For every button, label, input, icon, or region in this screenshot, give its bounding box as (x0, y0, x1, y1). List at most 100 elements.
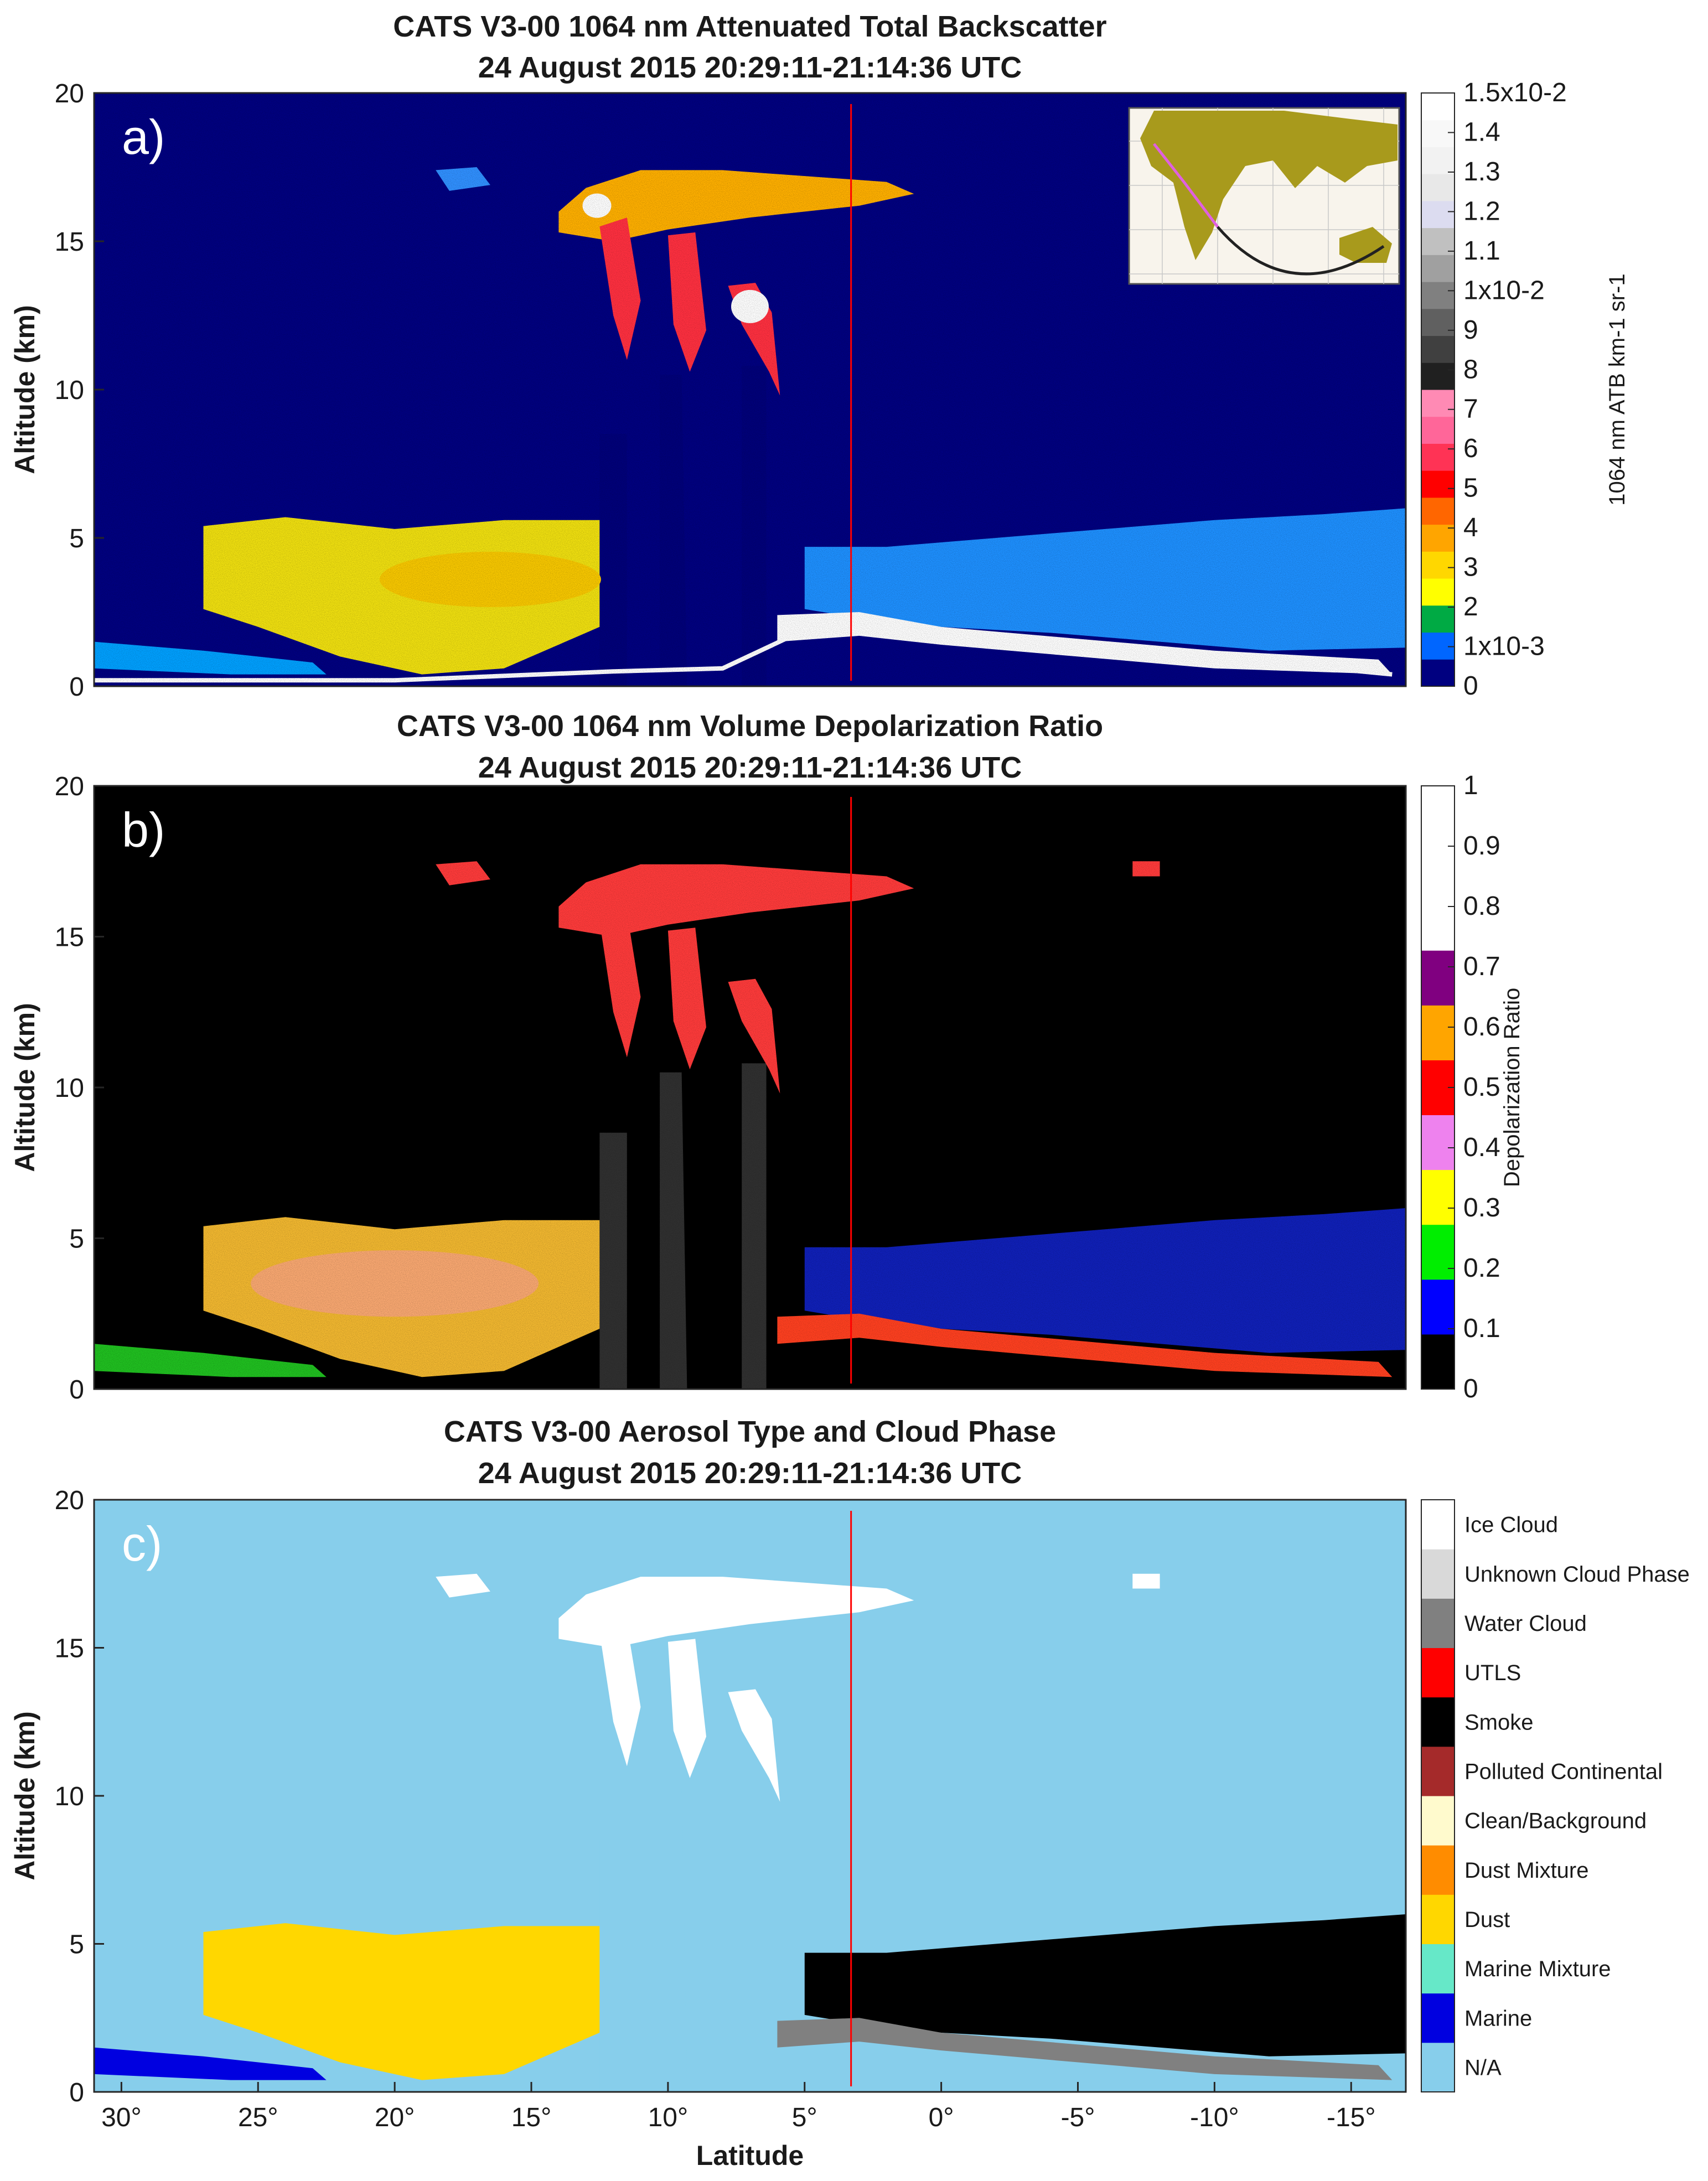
colorbar-tick-label: 1.2 (1463, 196, 1500, 226)
legend-swatch (1421, 1598, 1455, 1648)
noise-texture (94, 786, 1406, 1389)
panel-c: CATS V3-00 Aerosol Type and Cloud Phase 2… (9, 1415, 1690, 2171)
colorbar-segment (1421, 93, 1455, 121)
colorbar-tick-label: 8 (1463, 355, 1478, 384)
legend-label: N/A (1464, 2055, 1502, 2080)
y-tick-label: 0 (69, 2078, 84, 2107)
colorbar-tick-label: 6 (1463, 434, 1478, 463)
chart-title: CATS V3-00 1064 nm Volume Depolarization… (397, 709, 1103, 743)
y-tick-label: 20 (55, 1486, 84, 1515)
colorbar-tick-label: 0.9 (1463, 831, 1500, 861)
inset-track-highlight (1153, 143, 1219, 228)
legend-swatch (1421, 1746, 1455, 1796)
inset-map (1128, 107, 1400, 285)
colorbar-segment (1421, 841, 1455, 896)
colorbar-tick-label: 1.3 (1463, 157, 1500, 187)
colorbar-label: Depolarization Ratio (1500, 988, 1524, 1187)
colorbar-tick-label: 0 (1463, 671, 1478, 701)
colorbar-tick-label: 2 (1463, 592, 1478, 621)
y-axis-label: Altitude (km) (9, 305, 40, 474)
small-cirrus (1132, 1573, 1160, 1589)
x-tick-label: 0° (929, 2103, 954, 2132)
x-tick-label: 5° (792, 2103, 817, 2132)
legend-swatch (1421, 1648, 1455, 1698)
legend-label: Marine Mixture (1464, 1957, 1611, 1981)
colorbar-segment (1421, 524, 1455, 552)
elevated-dust-layer (203, 1923, 600, 2080)
chart-title: CATS V3-00 Aerosol Type and Cloud Phase (444, 1415, 1056, 1448)
marine-layer (94, 2047, 327, 2080)
colorbar-segment (1421, 632, 1455, 660)
legend-swatch (1421, 1944, 1455, 1994)
colorbar-segment (1421, 335, 1455, 363)
legend-swatch (1421, 2042, 1455, 2092)
colorbar-segment (1421, 416, 1455, 444)
convective-column (660, 1781, 687, 2092)
panel-a: CATS V3-00 1064 nm Attenuated Total Back… (9, 10, 1629, 702)
colorbar-segment (1421, 1169, 1455, 1225)
convective-column (742, 1772, 767, 2092)
colorbar-segment (1421, 390, 1455, 417)
y-tick-label: 15 (55, 227, 84, 257)
colorbar-tick-label: 0.3 (1463, 1193, 1500, 1222)
colorbar-frame (1421, 1499, 1455, 2092)
x-axis-label: Latitude (696, 2140, 804, 2171)
cloud-plume (667, 1639, 706, 1778)
low-cloud-layer (777, 2018, 1393, 2080)
legend-swatch (1421, 1993, 1455, 2043)
y-tick-label: 15 (55, 1634, 84, 1664)
colorbar-tick-label: 3 (1463, 553, 1478, 582)
chart-subtitle: 24 August 2015 20:29:11-21:14:36 UTC (478, 51, 1022, 84)
anvil-cirrus (558, 1577, 914, 1648)
colorbar-segment (1421, 308, 1455, 336)
small-cirrus (436, 1573, 490, 1598)
colorbar-segment (1421, 200, 1455, 229)
legend-swatch (1421, 1549, 1455, 1599)
colorbar-tick-label: 7 (1463, 395, 1478, 424)
legend-swatch (1421, 1500, 1455, 1550)
legend-swatch (1421, 1796, 1455, 1846)
y-tick-label: 5 (69, 524, 84, 553)
colorbar-segment (1421, 174, 1455, 201)
colorbar-tick-label: 1.5x10-2 (1463, 78, 1567, 107)
legend-label: Water Cloud (1464, 1612, 1587, 1636)
chart-title: CATS V3-00 1064 nm Attenuated Total Back… (393, 10, 1106, 43)
colorbar-tick-label: 1 (1463, 771, 1478, 800)
cloud-plume (728, 1689, 780, 1802)
x-tick-label: 20° (375, 2103, 415, 2132)
legend-label: UTLS (1464, 1661, 1521, 1685)
colorbar-tick-label: 4 (1463, 513, 1478, 542)
legend-label: Dust Mixture (1464, 1858, 1589, 1883)
legend-label: Ice Cloud (1464, 1513, 1558, 1537)
legend-swatch (1421, 1894, 1455, 1944)
colorbar-segment (1421, 1005, 1455, 1060)
x-tick-label: 15° (511, 2103, 552, 2132)
colorbar-tick-label: 1x10-2 (1463, 276, 1545, 305)
y-tick-label: 10 (55, 1074, 84, 1103)
legend-label: Dust (1464, 1908, 1510, 1932)
colorbar-segment (1421, 578, 1455, 606)
y-tick-label: 10 (55, 376, 84, 405)
legend-label: Polluted Continental (1464, 1759, 1663, 1784)
y-tick-label: 20 (55, 79, 84, 108)
colorbar-segment (1421, 786, 1455, 841)
colorbar-segment (1421, 227, 1455, 255)
chart-subtitle: 24 August 2015 20:29:11-21:14:36 UTC (478, 1457, 1022, 1490)
colorbar-tick-label: 1x10-3 (1463, 632, 1545, 661)
y-tick-label: 0 (69, 672, 84, 702)
legend-label: Clean/Background (1464, 1809, 1647, 1833)
y-tick-label: 5 (69, 1225, 84, 1254)
colorbar-segment (1421, 362, 1455, 390)
colorbar-segment (1421, 950, 1455, 1006)
x-tick-label: 30° (101, 2103, 142, 2132)
colorbar-segment (1421, 443, 1455, 471)
colorbar-segment (1421, 282, 1455, 309)
colorbar-frame (1421, 92, 1455, 687)
colorbar-tick-label: 1.1 (1463, 236, 1500, 266)
colorbar-tick-label: 0.4 (1463, 1133, 1500, 1162)
colorbar-tick-label: 1.4 (1463, 117, 1500, 147)
x-tick-label: 25° (238, 2103, 278, 2132)
colorbar-segment (1421, 255, 1455, 282)
colorbar-segment (1421, 605, 1455, 633)
